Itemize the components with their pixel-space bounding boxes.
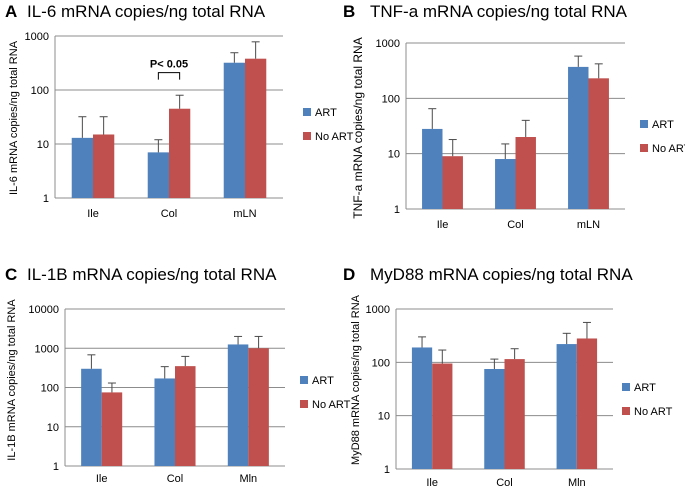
panel-a-bar-col-no-art: [169, 108, 191, 198]
panel-b-bar-col-no-art: [515, 137, 536, 209]
panel-a-category-label: Col: [161, 208, 178, 220]
panel-b-legend-label: No ART: [652, 143, 685, 155]
panel-c-legend-label: ART: [312, 375, 334, 387]
panel-c-y-tick-label: 100: [41, 383, 59, 395]
panel-b-y-axis-label: TNF-a mRNA copies/ng total RNA: [351, 37, 365, 218]
panel-d-bar-col-no-art: [504, 359, 525, 469]
panel-b-bar-ile-no-art: [442, 156, 463, 209]
panel-c-bar-mln-art: [227, 344, 249, 466]
panel-b-legend-swatch: [640, 144, 648, 152]
panel-b-category-label: Ile: [437, 219, 449, 231]
panel-b-plot: 1 10 100 1000 Ile Col mLN ART No ART: [376, 38, 685, 231]
panel-d-plot: 1 10 100 1000 Ile Col Mln ART No ART: [366, 304, 673, 489]
panel-d-bar-mln-art: [556, 344, 577, 469]
panel-b-y-tick-label: 100: [382, 93, 400, 105]
panel-a-legend-label: No ART: [315, 131, 354, 143]
panel-a-legend-swatch: [303, 132, 311, 140]
panel-b-legend-swatch: [640, 120, 648, 128]
panel-b-legend-label: ART: [652, 119, 674, 131]
panel-d-legend-swatch: [622, 407, 630, 415]
panel-d-legend-label: No ART: [634, 406, 673, 418]
panel-c-category-label: Ile: [96, 473, 108, 485]
panel-a-y-tick-label: 1000: [25, 31, 49, 43]
panel-c-letter: C: [5, 265, 17, 284]
panel-d-y-tick-label: 1000: [366, 304, 390, 316]
panel-c-bar-mln-no-art: [248, 348, 269, 466]
panel-a-legend-swatch: [303, 108, 311, 116]
panel-a-bar-col-art: [147, 152, 169, 198]
panel-d-bar-mln-no-art: [576, 338, 598, 469]
panel-b-y-tick-label: 1000: [376, 38, 400, 50]
panel-a-bar-mln-art: [223, 62, 245, 199]
panel-d-y-tick-label: 100: [372, 357, 390, 369]
panel-c-y-tick-label: 10: [47, 422, 59, 434]
panel-d-category-label: Mln: [568, 477, 586, 489]
panel-b-letter: B: [343, 2, 355, 21]
panel-a: A IL-6 mRNA copies/ng total RNA IL-6 mRN…: [5, 2, 354, 220]
panel-d-legend-label: ART: [634, 382, 656, 394]
panel-a-bar-ile-art: [71, 137, 93, 198]
panel-a-bar-mln-no-art: [245, 58, 267, 199]
panel-b-category-label: Col: [507, 219, 524, 231]
panel-a-y-tick-label: 1: [43, 193, 49, 205]
panel-c-plot: 1 10 100 1000 10000 Ile Col Mln ART No ART: [28, 304, 350, 485]
panel-a-significance-label: P< 0.05: [150, 59, 188, 71]
panel-d-bar-ile-art: [411, 347, 433, 469]
panel-c-bar-col-no-art: [175, 366, 196, 466]
panel-d-y-tick-label: 10: [378, 411, 390, 423]
panel-d-bar-ile-no-art: [432, 363, 453, 469]
panel-c-category-label: Mln: [239, 473, 257, 485]
panel-b-bar-mln-art: [568, 66, 589, 209]
panel-a-plot: 1 10 100 1000 Ile Col mLN P< 0.05 ART No ART: [25, 31, 354, 220]
panel-d-y-tick-label: 1: [384, 464, 390, 476]
panel-b-bar-mln-no-art: [588, 78, 609, 210]
panel-b-title: TNF-a mRNA copies/ng total RNA: [370, 2, 628, 21]
panel-b-y-tick-label: 1: [394, 204, 400, 216]
panel-c-bar-ile-art: [81, 368, 102, 466]
panel-c: C IL-1B mRNA copies/ng total RNA IL-1B m…: [5, 265, 351, 485]
panel-c-bar-col-art: [154, 378, 175, 466]
panel-c-y-tick-label: 10000: [28, 304, 59, 316]
panel-a-y-tick-label: 100: [31, 85, 49, 97]
panel-c-y-axis-label: IL-1B mRNA copies/ng total RNA: [6, 299, 18, 461]
panel-b-bar-col-art: [495, 159, 516, 209]
panel-c-y-tick-label: 1: [53, 461, 59, 473]
panel-d-title: MyD88 mRNA copies/ng total RNA: [370, 265, 633, 284]
panel-c-bar-ile-no-art: [101, 392, 123, 466]
panel-a-y-axis-label: IL-6 mRNA copies/ng total RNA: [8, 40, 20, 195]
panel-c-y-tick-label: 1000: [35, 343, 59, 355]
panel-d-category-label: Col: [496, 477, 513, 489]
panel-d-bar-col-art: [484, 368, 505, 469]
panel-d-letter: D: [343, 265, 355, 284]
panel-a-title: IL-6 mRNA copies/ng total RNA: [27, 2, 266, 21]
panel-a-legend-label: ART: [315, 107, 337, 119]
panel-a-letter: A: [5, 2, 17, 21]
panel-b-bar-ile-art: [422, 128, 443, 209]
panel-d-category-label: Ile: [426, 477, 438, 489]
panel-a-category-label: Ile: [87, 208, 99, 220]
panel-a-bar-ile-no-art: [93, 134, 115, 198]
panel-b: B TNF-a mRNA copies/ng total RNA TNF-a m…: [343, 2, 685, 231]
panel-a-significance-bracket: [157, 72, 181, 80]
panel-b-category-label: mLN: [577, 219, 600, 231]
panel-d-legend-swatch: [622, 383, 630, 391]
panel-c-legend-label: No ART: [312, 399, 351, 411]
panel-c-legend-swatch: [300, 376, 308, 384]
panel-a-category-label: mLN: [233, 208, 256, 220]
panel-c-title: IL-1B mRNA copies/ng total RNA: [27, 265, 277, 284]
panel-d: D MyD88 mRNA copies/ng total RNA MyD88 m…: [343, 265, 673, 489]
panel-c-legend-swatch: [300, 400, 308, 408]
panel-d-y-axis-label: MyD88 mRNA copies/ng total RNA: [350, 294, 362, 465]
panel-c-category-label: Col: [167, 473, 184, 485]
panel-a-y-tick-label: 10: [37, 139, 49, 151]
panel-b-y-tick-label: 10: [388, 149, 400, 161]
